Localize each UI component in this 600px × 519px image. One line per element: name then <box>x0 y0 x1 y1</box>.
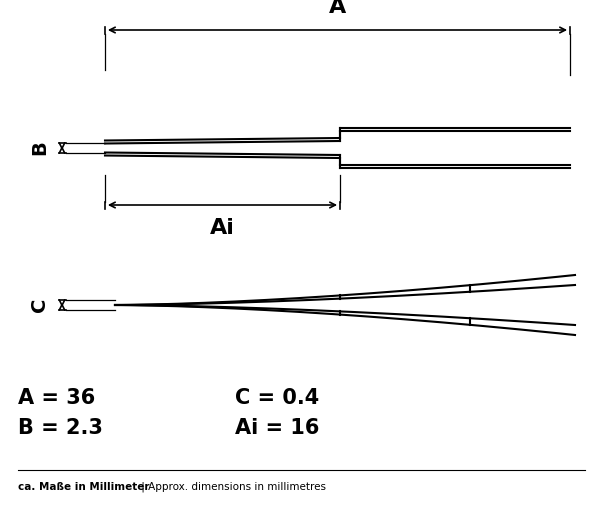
Text: Ai: Ai <box>210 218 235 238</box>
Text: Ai = 16: Ai = 16 <box>235 418 319 438</box>
Text: A = 36: A = 36 <box>18 388 95 408</box>
Text: A: A <box>329 0 346 17</box>
Text: C: C <box>31 298 49 312</box>
Text: C = 0.4: C = 0.4 <box>235 388 319 408</box>
Text: B = 2.3: B = 2.3 <box>18 418 103 438</box>
Text: | Approx. dimensions in millimetres: | Approx. dimensions in millimetres <box>138 482 326 492</box>
Text: B: B <box>31 141 49 155</box>
Text: ca. Maße in Millimeter: ca. Maße in Millimeter <box>18 482 149 492</box>
